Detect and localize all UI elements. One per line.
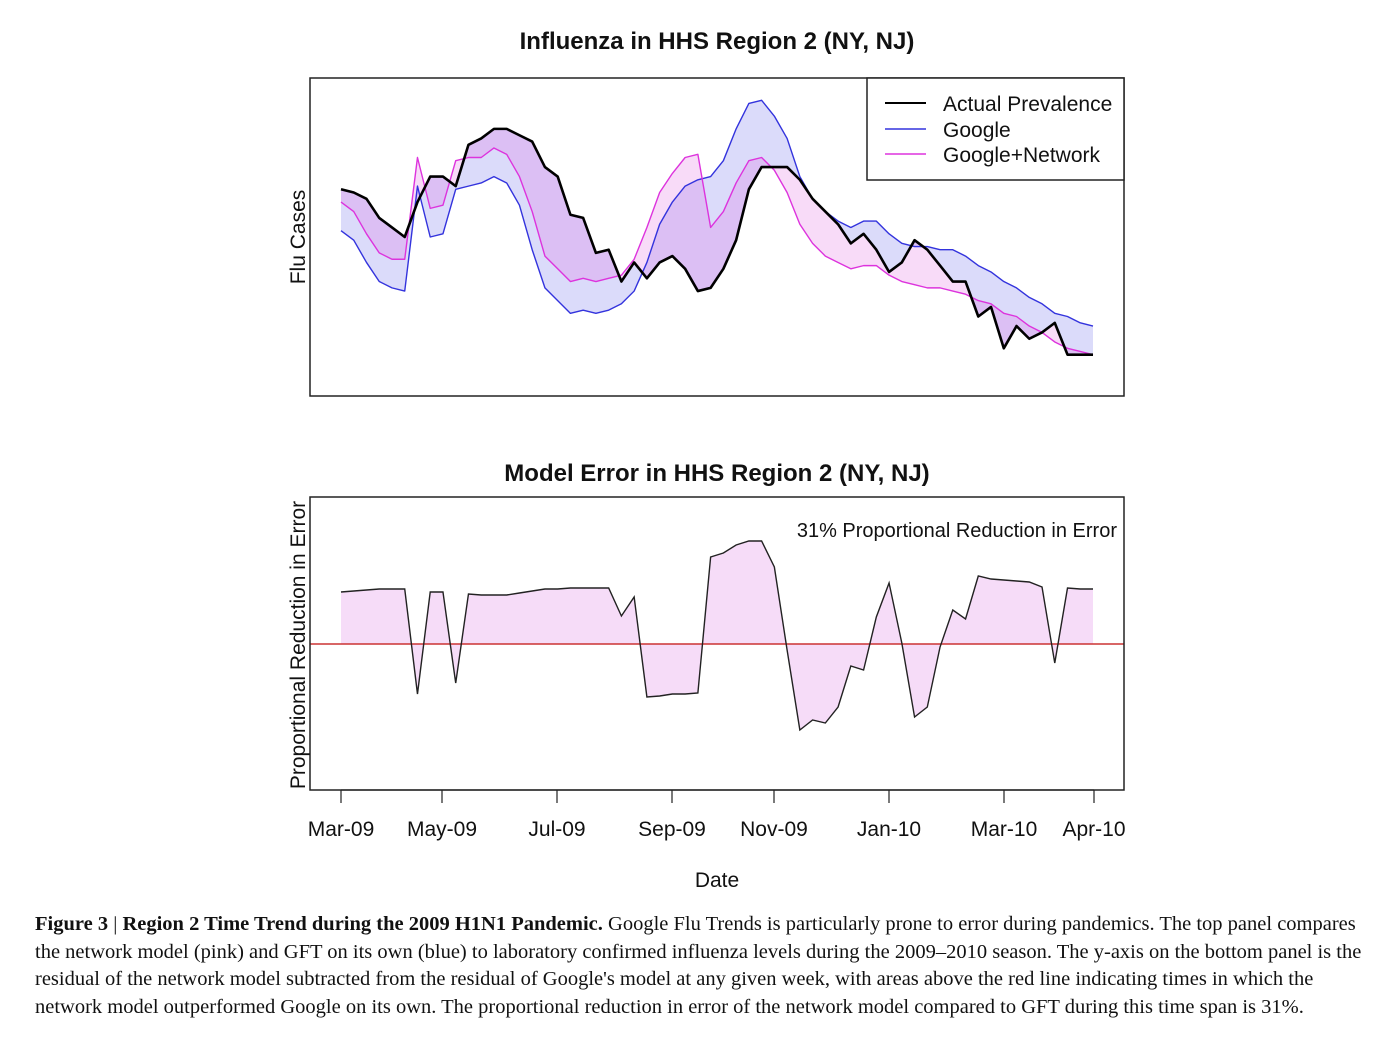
fill-actual-vs-google	[341, 100, 1093, 355]
caption-heading: Region 2 Time Trend during the 2009 H1N1…	[122, 913, 603, 935]
x-tick-label: Apr-10	[1062, 818, 1125, 841]
x-tick-label: Jan-10	[857, 818, 921, 841]
line-google-network	[340, 147, 1094, 356]
top-y-axis-label: Flu Cases	[287, 190, 310, 285]
bottom-y-axis-label: Proportional Reduction in Error	[287, 501, 310, 789]
legend-label-actual: Actual Prevalence	[943, 93, 1112, 116]
legend-label-google-network: Google+Network	[943, 144, 1100, 167]
top-plot-frame	[309, 77, 1125, 397]
error-line	[340, 540, 1093, 732]
error-fill-area	[341, 541, 1093, 730]
top-chart-title: Influenza in HHS Region 2 (NY, NJ)	[520, 28, 915, 55]
line-actual-prevalence	[340, 127, 1093, 356]
x-tick-label: Nov-09	[740, 818, 808, 841]
x-axis: Mar-09 May-09 Jul-09 Sep-09 Nov-09 Jan-10 Mar-…	[308, 789, 1126, 841]
x-tick-label: Mar-09	[308, 818, 375, 841]
top-fill-areas	[341, 100, 1093, 355]
bottom-chart-title: Model Error in HHS Region 2 (NY, NJ)	[504, 460, 929, 487]
caption-body: Google Flu Trends is particularly prone …	[35, 913, 1362, 1018]
x-tick-label: May-09	[407, 818, 477, 841]
caption-label: Figure 3	[35, 913, 109, 935]
x-tick-label: Mar-10	[971, 818, 1038, 841]
top-series-lines	[340, 99, 1094, 356]
error-annotation: 31% Proportional Reduction in Error	[797, 520, 1118, 542]
x-tick-label: Sep-09	[638, 818, 706, 841]
x-tick-label: Jul-09	[528, 818, 585, 841]
caption-separator: |	[113, 913, 118, 935]
legend: Actual Prevalence Google Google+Network	[866, 77, 1125, 181]
x-axis-label: Date	[695, 869, 739, 892]
line-google	[340, 99, 1094, 327]
figure-caption: Figure 3 | Region 2 Time Trend during th…	[35, 911, 1385, 1021]
figure: Influenza in HHS Region 2 (NY, NJ) Flu C…	[287, 28, 1126, 892]
legend-label-google: Google	[943, 119, 1011, 142]
fill-actual-vs-google-network	[341, 128, 1093, 355]
